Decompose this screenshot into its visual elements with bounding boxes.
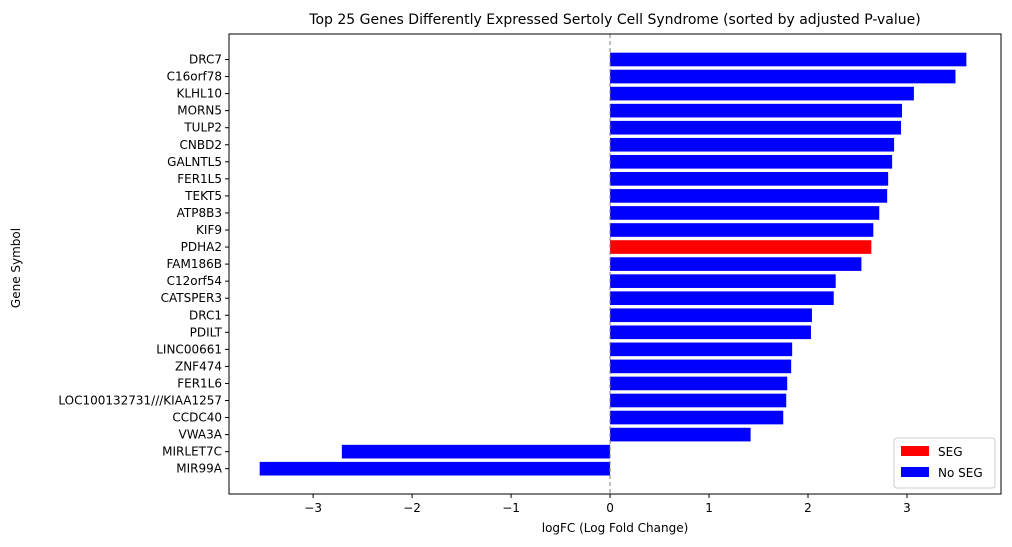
x-tick-labels: −3 −2 −1 0 1 2 3 xyxy=(304,494,911,515)
chart-title: Top 25 Genes Differently Expressed Serto… xyxy=(308,12,920,28)
bar-fer1l6 xyxy=(610,376,788,391)
legend-swatch-seg xyxy=(901,446,929,456)
y-tick-label: PDILT xyxy=(190,325,223,339)
legend-label: SEG xyxy=(938,445,963,459)
y-tick-label: DRC1 xyxy=(189,308,222,322)
bar-mirlet7c xyxy=(341,444,611,459)
bar-znf474 xyxy=(610,359,792,374)
bar-pdilt xyxy=(610,325,811,340)
y-tick-label: TEKT5 xyxy=(184,189,222,203)
y-tick-label: C12orf54 xyxy=(167,274,222,288)
bar-vwa3a xyxy=(610,427,751,442)
y-tick-label: ZNF474 xyxy=(175,359,222,373)
y-tick-label: CATSPER3 xyxy=(161,291,222,305)
y-tick-label: MORN5 xyxy=(177,104,222,118)
bar-c16orf78 xyxy=(610,69,956,84)
legend-label: No SEG xyxy=(938,466,983,480)
plot-area xyxy=(259,34,967,494)
x-tick-label: −3 xyxy=(304,501,322,515)
y-axis-label: Gene Symbol xyxy=(9,228,23,308)
y-tick-label: LOC100132731///KIAA1257 xyxy=(58,394,222,408)
x-axis-label: logFC (Log Fold Change) xyxy=(542,521,689,535)
y-tick-labels: DRC7 C16orf78 KLHL10 MORN5 TULP2 CNBD2 GALNTL5… xyxy=(58,53,229,476)
bar-catsper3 xyxy=(610,291,834,306)
y-tick-label: C16orf78 xyxy=(167,70,222,84)
y-tick-label: CNBD2 xyxy=(180,138,222,152)
y-tick-label: VWA3A xyxy=(179,428,223,442)
y-tick-label: KLHL10 xyxy=(176,87,222,101)
y-tick-label: PDHA2 xyxy=(181,240,222,254)
x-tick-label: −2 xyxy=(403,501,421,515)
y-tick-label: ATP8B3 xyxy=(177,206,222,220)
bar-morn5 xyxy=(610,103,903,118)
y-tick-label: FER1L5 xyxy=(177,172,222,186)
x-tick-label: 2 xyxy=(804,501,812,515)
x-tick-label: 3 xyxy=(903,501,911,515)
y-tick-label: DRC7 xyxy=(189,53,222,67)
bar-tulp2 xyxy=(610,120,902,135)
legend-swatch-no-seg xyxy=(901,467,929,477)
bar-mir99a xyxy=(259,461,611,476)
bar-klhl10 xyxy=(610,86,914,101)
bar-linc00661 xyxy=(610,342,793,357)
bar-drc1 xyxy=(610,308,812,323)
legend: SEG No SEG xyxy=(893,437,996,489)
y-tick-label: GALNTL5 xyxy=(167,155,222,169)
y-tick-label: MIRLET7C xyxy=(162,445,222,459)
bar-pdha2 xyxy=(610,240,872,254)
y-tick-label: KIF9 xyxy=(196,223,222,237)
bar-fam186b xyxy=(610,257,862,271)
bar-atp8b3 xyxy=(610,206,880,220)
y-tick-label: MIR99A xyxy=(176,462,223,476)
bar-cnbd2 xyxy=(610,137,895,152)
bar-tekt5 xyxy=(610,189,888,203)
x-tick-label: 1 xyxy=(705,501,713,515)
y-tick-label: LINC00661 xyxy=(156,342,222,356)
bar-loc100132731-kiaa1257 xyxy=(610,393,787,408)
y-tick-label: TULP2 xyxy=(183,121,222,135)
bar-drc7 xyxy=(610,52,967,67)
plot-frame xyxy=(228,33,1002,495)
bar-kif9 xyxy=(610,223,874,237)
bar-galntl5 xyxy=(610,154,893,169)
y-tick-label: CCDC40 xyxy=(172,411,222,425)
y-tick-label: FAM186B xyxy=(167,257,223,271)
x-tick-label: 0 xyxy=(606,501,614,515)
y-tick-label: FER1L6 xyxy=(177,376,222,390)
bar-ccdc40 xyxy=(610,410,784,425)
bar-c12orf54 xyxy=(610,274,836,288)
bar-fer1l5 xyxy=(610,172,889,186)
x-tick-label: −1 xyxy=(502,501,520,515)
